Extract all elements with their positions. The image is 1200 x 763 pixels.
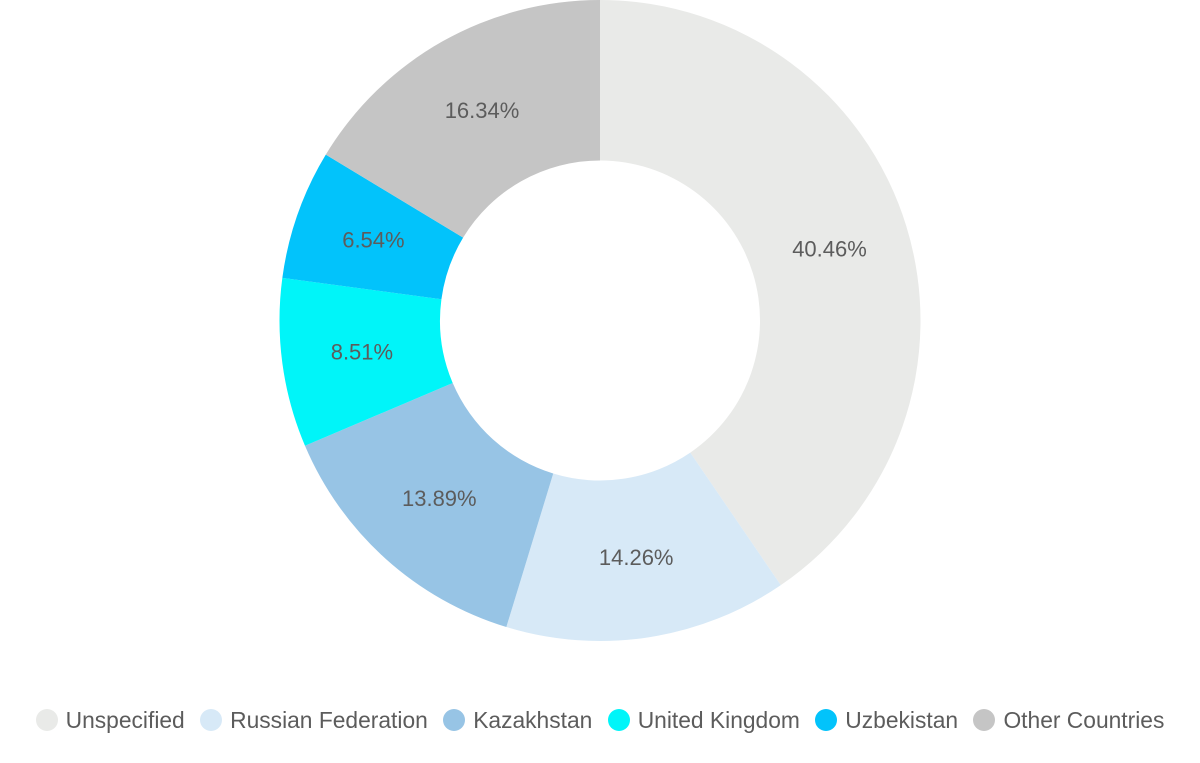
svg-text:13.89%: 13.89% [402,486,477,511]
svg-text:16.34%: 16.34% [445,98,520,123]
svg-text:14.26%: 14.26% [599,545,674,570]
svg-text:40.46%: 40.46% [792,237,867,262]
svg-text:6.54%: 6.54% [342,228,404,253]
svg-text:8.51%: 8.51% [331,340,393,365]
